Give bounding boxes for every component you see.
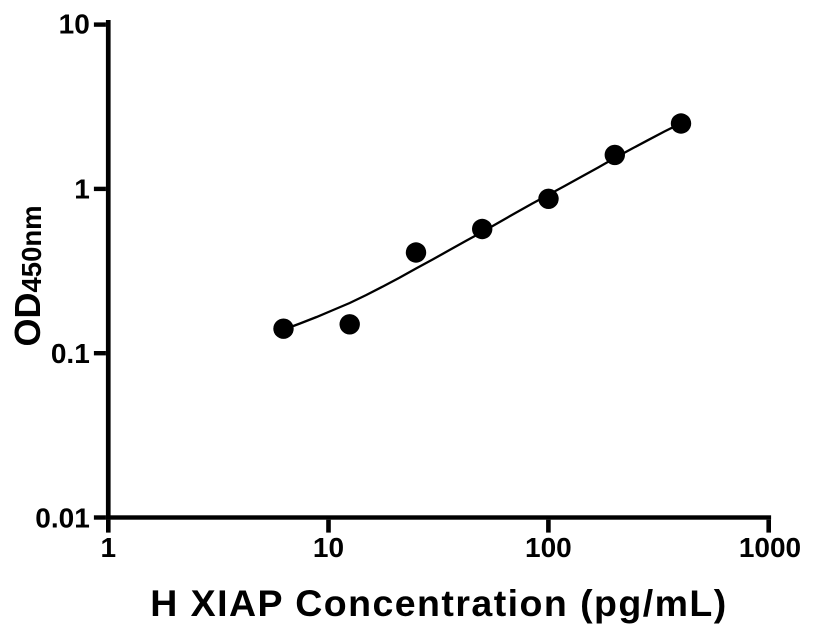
svg-text:0.01: 0.01 bbox=[35, 502, 90, 533]
svg-text:100: 100 bbox=[525, 532, 572, 563]
svg-text:10: 10 bbox=[59, 8, 90, 39]
svg-text:10: 10 bbox=[313, 532, 344, 563]
svg-text:H XIAP Concentration (pg/mL): H XIAP Concentration (pg/mL) bbox=[150, 582, 727, 624]
svg-text:1: 1 bbox=[101, 532, 117, 563]
svg-text:OD450nm: OD450nm bbox=[7, 205, 48, 346]
svg-text:1: 1 bbox=[74, 174, 90, 205]
svg-text:0.1: 0.1 bbox=[51, 338, 90, 369]
svg-text:1000: 1000 bbox=[739, 532, 801, 563]
